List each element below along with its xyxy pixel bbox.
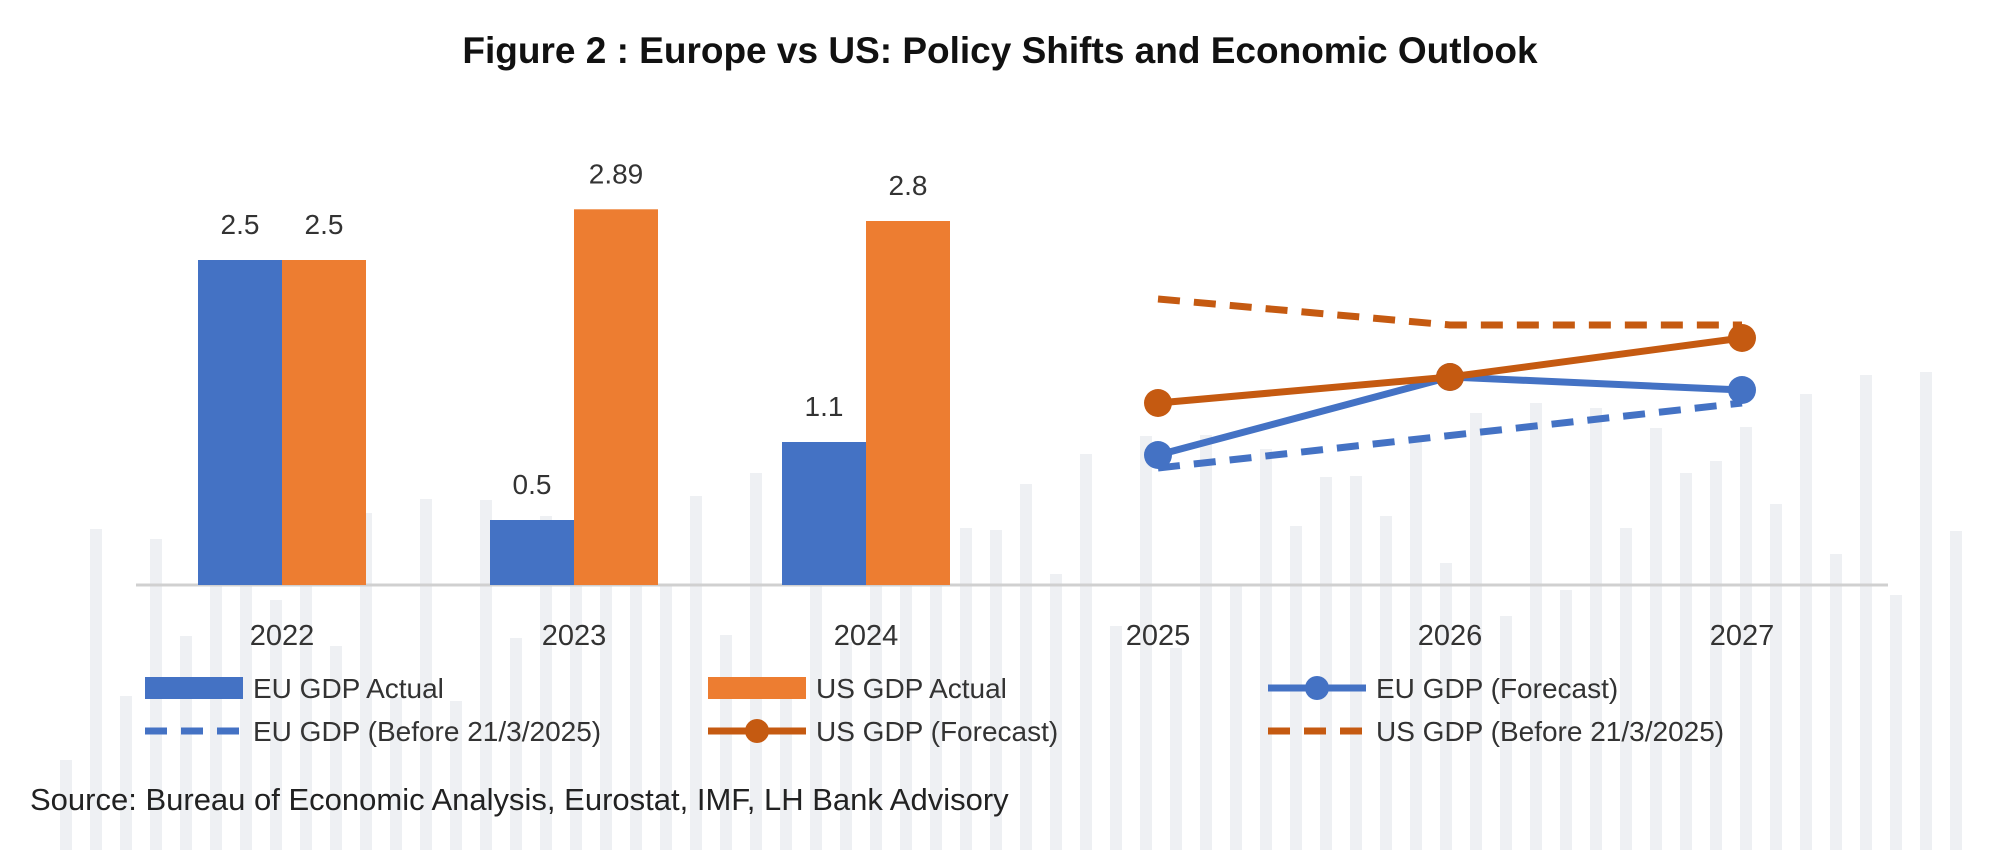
background-bar bbox=[1440, 563, 1452, 850]
x-tick-label: 2027 bbox=[1710, 620, 1775, 652]
legend-marker bbox=[1305, 676, 1329, 700]
background-bar bbox=[1680, 473, 1692, 850]
x-tick-label: 2022 bbox=[250, 620, 315, 652]
background-bar bbox=[1050, 574, 1062, 850]
bar bbox=[490, 520, 574, 585]
background-bar bbox=[1860, 375, 1872, 850]
bar bbox=[198, 260, 282, 585]
background-bar bbox=[630, 533, 642, 850]
background-bar bbox=[1620, 528, 1632, 850]
data-label: 2.5 bbox=[305, 209, 344, 240]
background-bar bbox=[1950, 531, 1962, 850]
background-bar bbox=[1560, 590, 1572, 850]
background-bar bbox=[780, 689, 792, 850]
background-bar bbox=[60, 760, 72, 850]
legend-label: US GDP Actual bbox=[816, 673, 1007, 704]
background-bar bbox=[480, 500, 492, 850]
background-bar bbox=[1350, 476, 1362, 850]
background-bar bbox=[1020, 484, 1032, 850]
legend-label: US GDP (Forecast) bbox=[816, 716, 1058, 747]
background-bar bbox=[900, 582, 912, 850]
background-bar bbox=[210, 563, 222, 850]
background-bar bbox=[1140, 436, 1152, 850]
background-bar bbox=[1650, 428, 1662, 850]
background-bar bbox=[330, 646, 342, 850]
background-bar bbox=[600, 545, 612, 850]
background-bar bbox=[1920, 372, 1932, 850]
legend-label: EU GDP (Before 21/3/2025) bbox=[253, 716, 601, 747]
legend-swatch bbox=[708, 677, 806, 699]
bar bbox=[282, 260, 366, 585]
bar bbox=[574, 209, 658, 586]
line-marker bbox=[1436, 363, 1464, 391]
background-bar bbox=[1710, 461, 1722, 850]
background-bar bbox=[1740, 427, 1752, 850]
source-note: Source: Bureau of Economic Analysis, Eur… bbox=[30, 782, 1009, 817]
chart-title: Figure 2 : Europe vs US: Policy Shifts a… bbox=[462, 30, 1538, 71]
background-bar bbox=[450, 701, 462, 850]
background-bar bbox=[1770, 504, 1782, 850]
background-bar bbox=[990, 530, 1002, 850]
background-bar bbox=[570, 581, 582, 850]
line-marker bbox=[1728, 376, 1756, 404]
x-tick-label: 2023 bbox=[542, 620, 607, 652]
background-bar bbox=[1830, 554, 1842, 850]
background-bar bbox=[90, 529, 102, 850]
background-bar bbox=[1890, 595, 1902, 850]
series-line bbox=[1157, 399, 1743, 472]
x-tick-label: 2025 bbox=[1126, 620, 1191, 652]
line-marker bbox=[1144, 389, 1172, 417]
line-marker bbox=[1144, 441, 1172, 469]
background-bar bbox=[1800, 394, 1812, 850]
background-bar bbox=[270, 600, 282, 850]
background-bar bbox=[1170, 648, 1182, 850]
legend-swatch bbox=[145, 677, 243, 699]
bar bbox=[782, 442, 866, 585]
x-tick-label: 2024 bbox=[834, 620, 899, 652]
background-bar bbox=[1200, 435, 1212, 850]
background-bar bbox=[1530, 403, 1542, 850]
background-bar bbox=[510, 638, 522, 850]
data-label: 0.5 bbox=[513, 469, 552, 500]
background-bar bbox=[1410, 438, 1422, 850]
background-bar bbox=[960, 528, 972, 850]
background-bar bbox=[420, 499, 432, 850]
background-bar bbox=[1110, 626, 1122, 850]
data-label: 1.1 bbox=[805, 391, 844, 422]
background-bar bbox=[390, 697, 402, 850]
background-bar bbox=[1260, 449, 1272, 850]
data-label: 2.8 bbox=[889, 170, 928, 201]
x-tick-labels: 2022 2023 2024 2025 2026 2027 bbox=[250, 620, 1775, 652]
background-bar bbox=[540, 516, 552, 850]
legend-label: US GDP (Before 21/3/2025) bbox=[1376, 716, 1724, 747]
legend-label: EU GDP Actual bbox=[253, 673, 444, 704]
series-line bbox=[1157, 295, 1742, 329]
background-bar bbox=[840, 642, 852, 850]
background-bar bbox=[120, 696, 132, 850]
data-label: 2.89 bbox=[589, 158, 644, 189]
lines bbox=[1144, 295, 1756, 472]
legend: EU GDP Actual US GDP Actual EU GDP (Foreca… bbox=[145, 673, 1724, 747]
bar bbox=[866, 221, 950, 585]
background-bar bbox=[1320, 477, 1332, 850]
background-bar bbox=[750, 473, 762, 850]
background-bar bbox=[1500, 616, 1512, 850]
background-bar bbox=[1590, 408, 1602, 850]
background-bar bbox=[240, 583, 252, 850]
line-marker bbox=[1728, 324, 1756, 352]
background-bar bbox=[1470, 413, 1482, 850]
background-bar bbox=[1230, 585, 1242, 850]
background-bar bbox=[1380, 516, 1392, 850]
bars bbox=[198, 209, 950, 586]
data-label: 2.5 bbox=[221, 209, 260, 240]
legend-label: EU GDP (Forecast) bbox=[1376, 673, 1618, 704]
data-labels: 2.5 0.5 1.1 2.5 2.89 2.8 bbox=[221, 158, 928, 500]
background-bar bbox=[1080, 454, 1092, 850]
legend-marker bbox=[745, 719, 769, 743]
background-bar bbox=[300, 541, 312, 850]
x-tick-label: 2026 bbox=[1418, 620, 1483, 652]
background-bar bbox=[660, 586, 672, 850]
background-bar bbox=[360, 513, 372, 850]
